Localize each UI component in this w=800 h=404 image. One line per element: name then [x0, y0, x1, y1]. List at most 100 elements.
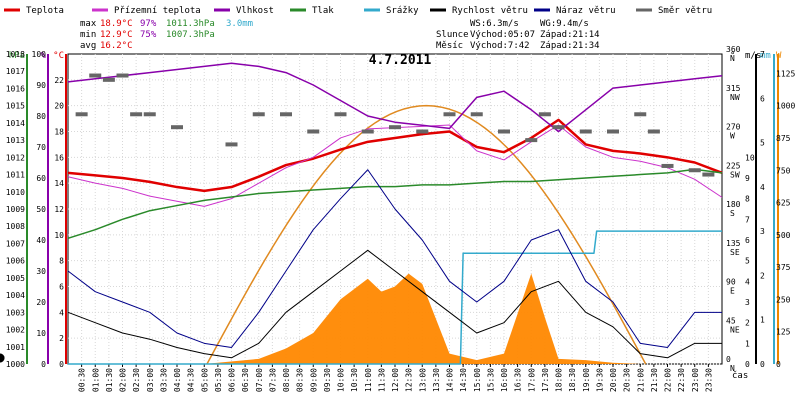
solar-axis-tick-label: 0 — [776, 360, 781, 369]
x-tick-label: 00:30 — [78, 368, 87, 392]
x-tick-label: 03:00 — [146, 368, 155, 392]
humidity-axis-tick-label: 90 — [36, 81, 46, 90]
stat-label: max — [80, 19, 97, 29]
solar-theoretical-curve — [206, 104, 647, 365]
wind-axis-tick-label: 6 — [745, 236, 750, 245]
pressure-axis-tick-label: 1012 — [6, 153, 25, 162]
wind-direction-mark — [525, 138, 538, 143]
pressure-axis-tick-label: 1018 — [6, 50, 25, 59]
solar-axis-tick-label: 1000 — [776, 102, 795, 111]
wind-direction-mark — [470, 112, 483, 117]
x-tick-label: 19:00 — [582, 368, 591, 392]
rain-axis-tick-label: 7 — [760, 50, 765, 59]
x-tick-label: 17:30 — [541, 368, 550, 392]
stats-block: max 18.9°C 97% 1011.3hPa 3.0mm min 12.9°C 75% 10… — [80, 19, 253, 51]
wind-direction-mark — [280, 112, 292, 117]
x-tick-label: 04:30 — [187, 368, 196, 392]
wind-direction-mark — [89, 73, 102, 78]
humidity-axis-tick-label: 30 — [36, 267, 46, 276]
wind-axis-tick-label: 3 — [745, 298, 750, 307]
x-tick-label: 16:30 — [514, 368, 523, 392]
direction-axis-label: N — [730, 364, 735, 373]
x-tick-label: 01:00 — [91, 368, 100, 392]
temperature-axis-tick-label: 14 — [54, 179, 64, 188]
x-tick-label: 06:00 — [228, 368, 237, 392]
stat-temp: 12.9°C — [100, 30, 133, 40]
humidity-axis-tick-label: 40 — [36, 236, 46, 245]
wind-direction-mark — [702, 172, 715, 177]
direction-axis-label: S — [730, 209, 735, 218]
x-tick-label: 20:00 — [609, 368, 618, 392]
pressure-axis-tick-label: 1004 — [6, 291, 25, 300]
temperature-axis-tick-label: 12 — [54, 205, 64, 214]
wind-axis-tick-label: 8 — [745, 195, 750, 204]
humidity-axis-tick-label: 60 — [36, 174, 46, 183]
temperature-axis-tick-label: 2 — [59, 334, 64, 343]
legend-label: Rychlost větru — [452, 6, 528, 16]
wind-axis-tick-label: 1 — [745, 339, 750, 348]
series-vlhkost-line — [67, 62, 723, 133]
x-axis-label: čas — [732, 370, 748, 381]
rain-axis-tick-label: 0 — [760, 360, 765, 369]
direction-axis-label: N — [730, 54, 735, 63]
x-tick-label: 02:00 — [119, 368, 128, 392]
x-tick-label: 06:30 — [241, 368, 250, 392]
stat-pressure: 1011.3hPa — [166, 19, 215, 29]
x-tick-label: 03:30 — [159, 368, 168, 392]
x-axis: 00:30 01:00 01:30 02:00 02:30 03:00 03:30 04:00… — [78, 364, 713, 392]
pressure-axis-tick-label: 1015 — [6, 102, 25, 111]
humidity-axis: % 0 10 20 30 40 50 60 70 80 90 100 — [32, 50, 49, 369]
temperature-axis-tick-label: 20 — [54, 102, 64, 111]
x-tick-label: 07:30 — [268, 368, 277, 392]
moonset: Západ:21:34 — [540, 41, 600, 51]
wind-direction-mark — [116, 73, 129, 78]
wind-direction-mark — [607, 129, 619, 134]
temperature-axis-tick-label: 16 — [54, 153, 64, 162]
rain-axis-tick-label: 5 — [760, 139, 765, 148]
wind-axis-tick-label: 2 — [745, 319, 750, 328]
pressure-axis-unit: hPa — [9, 51, 25, 61]
legend-label: Teplota — [26, 6, 64, 16]
pressure-axis-tick-label: 1006 — [6, 257, 25, 266]
x-tick-label: 18:00 — [555, 368, 564, 392]
wind-direction-mark — [102, 77, 115, 82]
solar-axis-tick-label: 625 — [776, 199, 791, 208]
stat-temp: 18.9°C — [100, 19, 133, 29]
rain-axis-tick-label: 1 — [760, 316, 765, 325]
pressure-axis: hPa 1000 1001 1002 1003 1004 1005 1006 1007 1008 1… — [6, 50, 28, 369]
rain-axis-unit: mm — [760, 51, 771, 61]
wind-direction-mark — [443, 112, 456, 117]
humidity-axis-unit: % — [41, 51, 47, 61]
humidity-axis-tick-label: 80 — [36, 112, 46, 121]
direction-axis-tick-label: 225 — [726, 161, 741, 170]
solar-axis-tick-label: 375 — [776, 263, 791, 272]
x-tick-label: 08:30 — [296, 368, 305, 392]
pressure-axis-tick-label: 1011 — [6, 171, 25, 180]
x-tick-label: 01:30 — [105, 368, 114, 392]
x-tick-label: 23:00 — [691, 368, 700, 392]
wind-direction-mark — [661, 163, 674, 168]
direction-axis-tick-label: 315 — [726, 84, 741, 93]
legend-label: Tlak — [312, 6, 334, 16]
wind-axis-tick-label: 9 — [745, 174, 750, 183]
wind-gust-info: WG:9.4m/s — [540, 19, 589, 29]
temperature-axis-tick-label: 18 — [54, 128, 64, 137]
temperature-axis-unit: °C — [53, 51, 64, 61]
wind-direction-mark — [171, 125, 183, 130]
x-tick-label: 15:00 — [473, 368, 482, 392]
series-teplota-line — [67, 118, 723, 193]
rain-axis-tick-label: 4 — [760, 183, 765, 192]
direction-axis-tick-label: 270 — [726, 123, 741, 132]
moon-label: Měsíc — [436, 41, 463, 51]
temperature-axis-tick-label: 22 — [54, 76, 64, 85]
wind-axis-tick-label: 4 — [745, 277, 750, 286]
humidity-axis-tick-label: 20 — [36, 298, 46, 307]
pressure-axis-tick-label: 1007 — [6, 239, 25, 248]
stat-humidity: 97% — [140, 19, 157, 29]
temperature-axis: °C 0 2 4 6 8 10 12 14 16 18 20 22 — [53, 51, 67, 369]
direction-axis-unit: ° — [730, 51, 735, 61]
wind-direction-mark — [225, 142, 238, 147]
rain-axis-tick-label: 6 — [760, 94, 765, 103]
direction-axis-label: NW — [730, 93, 740, 102]
x-tick-label: 10:30 — [350, 368, 359, 392]
